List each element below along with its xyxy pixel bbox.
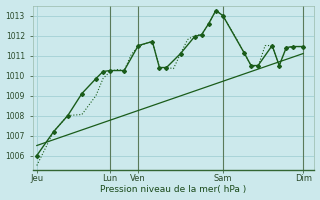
- X-axis label: Pression niveau de la mer( hPa ): Pression niveau de la mer( hPa ): [100, 185, 247, 194]
